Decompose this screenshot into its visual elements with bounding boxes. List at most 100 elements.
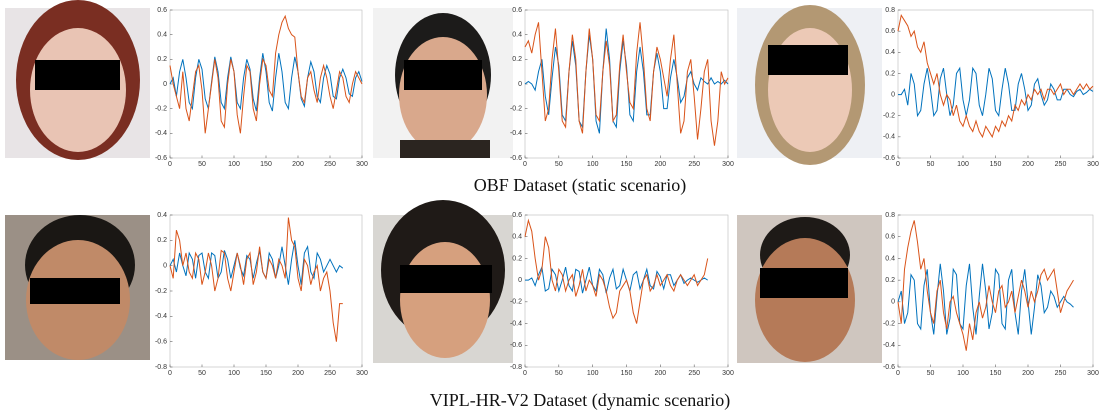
- x-tick-label: 150: [990, 161, 1002, 168]
- plot-frame: [898, 10, 1093, 158]
- x-tick-label: 50: [927, 161, 935, 168]
- y-tick-label: -0.2: [510, 299, 522, 306]
- x-tick-label: 100: [587, 370, 599, 377]
- y-tick-label: 0: [518, 277, 522, 284]
- x-tick-label: 200: [1022, 370, 1034, 377]
- x-tick-label: 250: [688, 370, 700, 377]
- y-tick-label: -0.2: [510, 106, 522, 113]
- x-tick-label: 150: [990, 370, 1002, 377]
- y-tick-label: 0.4: [157, 32, 167, 39]
- y-tick-label: 0.2: [157, 56, 167, 63]
- y-tick-label: -0.6: [155, 339, 167, 346]
- face-photo: [737, 215, 882, 363]
- y-tick-label: 0.8: [885, 7, 895, 14]
- x-tick-label: 300: [1087, 161, 1099, 168]
- x-tick-label: 100: [228, 161, 240, 168]
- page: OBF Dataset (static scenario) VIPL-HR-V2…: [0, 0, 1101, 414]
- x-tick-label: 150: [260, 370, 272, 377]
- x-tick-label: 250: [1055, 370, 1067, 377]
- y-tick-label: -0.4: [883, 342, 895, 349]
- y-tick-label: -0.4: [510, 320, 522, 327]
- x-tick-label: 300: [356, 370, 368, 377]
- x-tick-label: 50: [198, 161, 206, 168]
- x-tick-label: 100: [957, 161, 969, 168]
- y-tick-label: 0: [891, 91, 895, 98]
- y-tick-label: -0.6: [883, 364, 895, 371]
- x-tick-label: 200: [654, 370, 666, 377]
- y-tick-label: -0.6: [510, 342, 522, 349]
- face-photo: [373, 200, 513, 363]
- x-tick-label: 50: [198, 370, 206, 377]
- x-tick-label: 0: [168, 161, 172, 168]
- y-tick-label: 0.2: [885, 277, 895, 284]
- face-photo: [5, 215, 150, 360]
- plot-frame: [170, 215, 362, 367]
- face-photo: [373, 8, 513, 158]
- y-tick-label: 0: [891, 299, 895, 306]
- x-tick-label: 100: [957, 370, 969, 377]
- y-tick-label: -0.8: [510, 364, 522, 371]
- y-tick-label: 0.6: [512, 212, 522, 219]
- y-tick-label: 0.6: [885, 234, 895, 241]
- y-tick-label: 0.2: [885, 70, 895, 77]
- y-tick-label: 0.2: [512, 56, 522, 63]
- y-tick-label: -0.2: [883, 320, 895, 327]
- x-tick-label: 0: [523, 161, 527, 168]
- y-tick-label: 0.2: [512, 255, 522, 262]
- caption: VIPL-HR-V2 Dataset (dynamic scenario): [430, 390, 730, 411]
- x-tick-label: 100: [228, 370, 240, 377]
- x-tick-label: 250: [1055, 161, 1067, 168]
- x-tick-label: 150: [621, 161, 633, 168]
- y-tick-label: 0.4: [512, 234, 522, 241]
- y-tick-label: -0.2: [155, 106, 167, 113]
- y-tick-label: 0.8: [885, 212, 895, 219]
- x-tick-label: 300: [722, 161, 734, 168]
- plot-frame: [170, 10, 362, 158]
- x-tick-label: 200: [1022, 161, 1034, 168]
- x-tick-label: 200: [654, 161, 666, 168]
- y-tick-label: -0.4: [883, 134, 895, 141]
- x-tick-label: 50: [555, 161, 563, 168]
- y-tick-label: -0.2: [883, 113, 895, 120]
- face-photo: [5, 0, 150, 160]
- x-tick-label: 250: [324, 161, 336, 168]
- y-tick-label: 0.6: [885, 28, 895, 35]
- y-tick-label: 0: [163, 263, 167, 270]
- x-tick-label: 150: [260, 161, 272, 168]
- y-tick-label: 0: [163, 81, 167, 88]
- y-tick-label: 0.4: [885, 49, 895, 56]
- x-tick-label: 300: [356, 161, 368, 168]
- x-tick-label: 150: [621, 370, 633, 377]
- x-tick-label: 0: [168, 370, 172, 377]
- figure: OBF Dataset (static scenario) VIPL-HR-V2…: [0, 0, 1101, 414]
- x-tick-label: 0: [523, 370, 527, 377]
- x-tick-label: 50: [927, 370, 935, 377]
- y-tick-label: 0.6: [157, 7, 167, 14]
- x-tick-label: 100: [587, 161, 599, 168]
- x-tick-label: 300: [722, 370, 734, 377]
- x-tick-label: 0: [896, 161, 900, 168]
- y-tick-label: -0.4: [155, 130, 167, 137]
- y-tick-label: 0.2: [157, 237, 167, 244]
- y-tick-label: -0.4: [155, 313, 167, 320]
- y-tick-label: 0.4: [885, 255, 895, 262]
- y-tick-label: 0.4: [157, 212, 167, 219]
- y-tick-label: 0.6: [512, 7, 522, 14]
- face-photo: [737, 5, 882, 165]
- caption: OBF Dataset (static scenario): [474, 175, 686, 196]
- y-tick-label: 0: [518, 81, 522, 88]
- x-tick-label: 0: [896, 370, 900, 377]
- x-tick-label: 300: [1087, 370, 1099, 377]
- y-tick-label: -0.4: [510, 130, 522, 137]
- y-tick-label: -0.6: [510, 155, 522, 162]
- x-tick-label: 250: [688, 161, 700, 168]
- x-tick-label: 50: [555, 370, 563, 377]
- y-tick-label: 0.4: [512, 32, 522, 39]
- y-tick-label: -0.6: [883, 155, 895, 162]
- x-tick-label: 200: [292, 370, 304, 377]
- x-tick-label: 200: [292, 161, 304, 168]
- x-tick-label: 250: [324, 370, 336, 377]
- y-tick-label: -0.8: [155, 364, 167, 371]
- y-tick-label: -0.2: [155, 288, 167, 295]
- y-tick-label: -0.6: [155, 155, 167, 162]
